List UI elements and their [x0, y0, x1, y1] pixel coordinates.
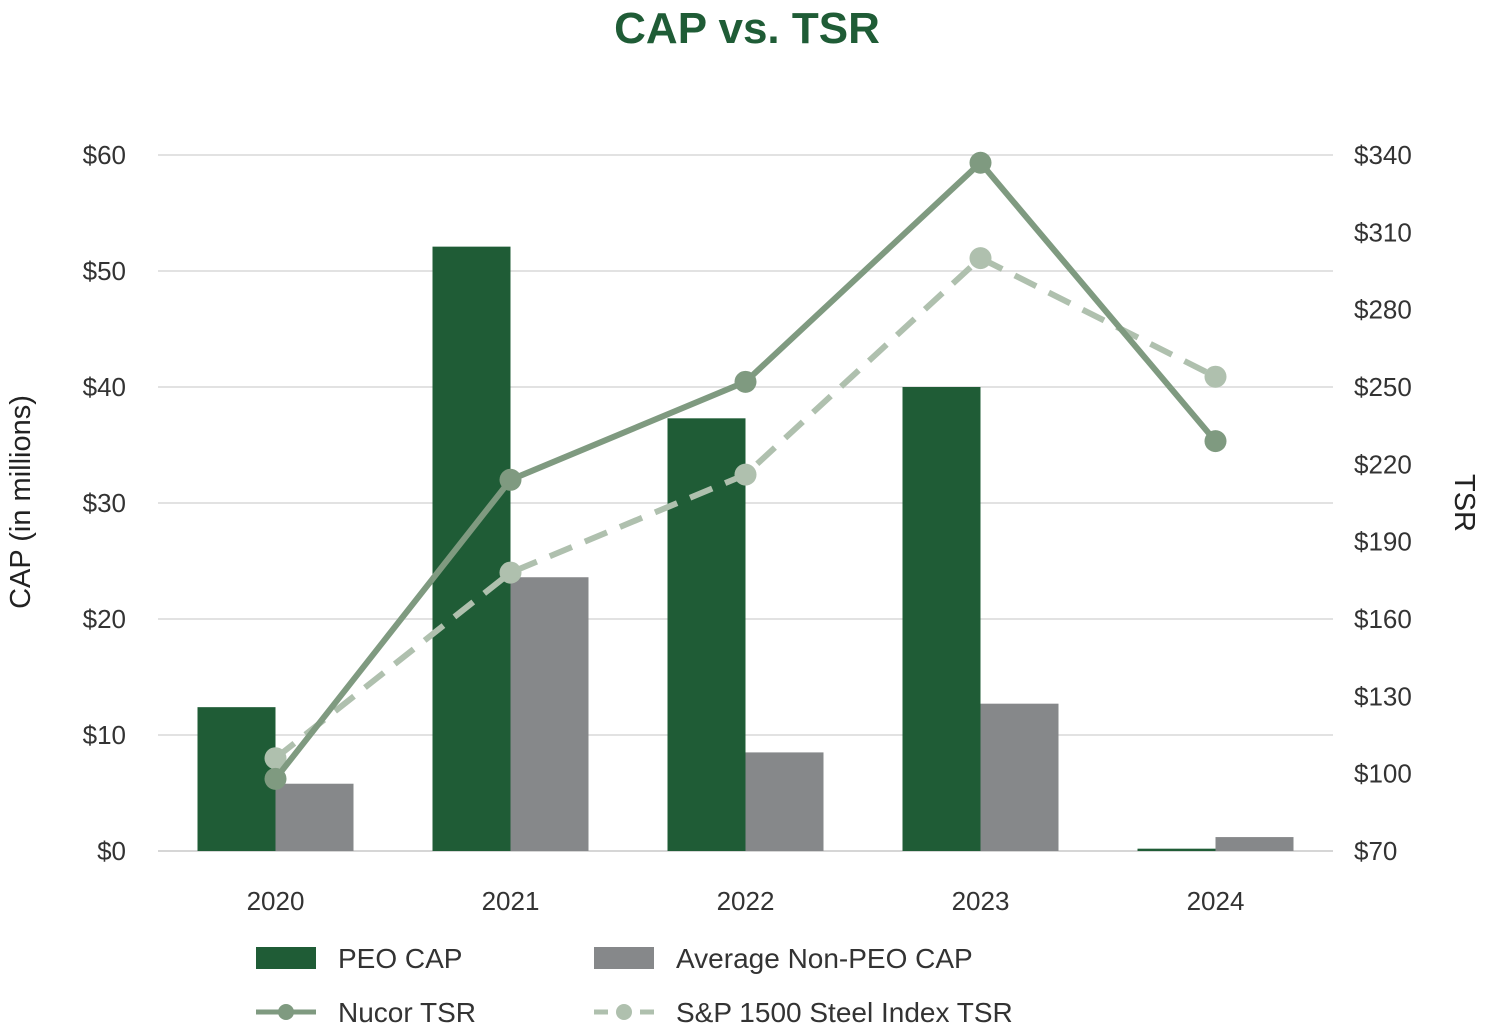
y-tick-label: $30 — [83, 488, 126, 518]
y-axis-label: CAP (in millions) — [5, 395, 37, 609]
y2-tick-label: $220 — [1354, 449, 1412, 479]
y-tick-label: $50 — [83, 256, 126, 286]
left-axis-ticks: $0 $10 $20 $30 $40 $50 $60 — [83, 140, 126, 866]
legend-swatch — [256, 947, 316, 969]
x-tick-label: 2020 — [247, 886, 305, 916]
y2-tick-label: $160 — [1354, 604, 1412, 634]
bars — [197, 246, 1294, 851]
y2-tick-label: $310 — [1354, 217, 1412, 247]
nucor-tsr-point — [734, 370, 757, 393]
x-tick-label: 2024 — [1187, 886, 1245, 916]
y-tick-label: $0 — [97, 836, 126, 866]
legend-nucor-tsr: Nucor TSR — [256, 997, 476, 1028]
nucor-tsr-point — [499, 468, 522, 491]
y-tick-label: $20 — [83, 604, 126, 634]
sp1500-steel-tsr-point — [499, 561, 522, 584]
y2-tick-label: $130 — [1354, 681, 1412, 711]
nucor-tsr-point — [969, 151, 992, 174]
y2-tick-label: $190 — [1354, 527, 1412, 557]
y2-axis-label: TSR — [1448, 474, 1480, 532]
peo-cap-bar — [1137, 848, 1216, 851]
sp1500-steel-tsr-point — [969, 247, 992, 270]
non-peo-cap-bar — [1215, 837, 1294, 851]
non-peo-cap-bar — [745, 752, 824, 851]
legend-label: Average Non-PEO CAP — [676, 943, 973, 974]
x-tick-label: 2021 — [482, 886, 540, 916]
y2-tick-label: $280 — [1354, 295, 1412, 325]
legend-label: PEO CAP — [338, 943, 462, 974]
non-peo-cap-bar — [510, 577, 589, 851]
legend-marker — [278, 1004, 294, 1020]
y-tick-label: $40 — [83, 372, 126, 402]
peo-cap-bar — [432, 246, 511, 851]
nucor-tsr-point — [1204, 430, 1227, 453]
chart-title: CAP vs. TSR — [614, 4, 880, 53]
y2-tick-label: $100 — [1354, 759, 1412, 789]
legend-swatch — [594, 947, 654, 969]
sp1500-steel-tsr-point — [734, 463, 757, 486]
legend: PEO CAP Average Non-PEO CAP Nucor TSR S&P 1… — [256, 943, 1013, 1028]
sp1500-steel-tsr-point — [1204, 365, 1227, 388]
y2-tick-label: $340 — [1354, 140, 1412, 170]
non-peo-cap-bar — [980, 703, 1059, 851]
y-tick-label: $10 — [83, 720, 126, 750]
non-peo-cap-bar — [275, 783, 354, 851]
legend-sp-tsr: S&P 1500 Steel Index TSR — [594, 997, 1013, 1028]
x-tick-label: 2023 — [952, 886, 1010, 916]
lines — [264, 151, 1227, 790]
legend-label: S&P 1500 Steel Index TSR — [676, 997, 1013, 1028]
legend-peo-cap: PEO CAP — [256, 943, 462, 974]
peo-cap-bar — [667, 418, 746, 851]
y2-tick-label: $250 — [1354, 372, 1412, 402]
x-tick-label: 2022 — [717, 886, 775, 916]
peo-cap-bar — [197, 707, 276, 851]
legend-non-peo-cap: Average Non-PEO CAP — [594, 943, 973, 974]
sp1500-steel-tsr-point — [264, 747, 287, 770]
x-axis-ticks: 2020 2021 2022 2023 2024 — [247, 886, 1245, 916]
peo-cap-bar — [902, 387, 981, 851]
legend-label: Nucor TSR — [338, 997, 476, 1028]
right-axis-ticks: $70 $100 $130 $160 $190 $220 $250 $280 $310 $340 — [1354, 140, 1412, 866]
y2-tick-label: $70 — [1354, 836, 1397, 866]
y-tick-label: $60 — [83, 140, 126, 170]
legend-marker — [616, 1004, 632, 1020]
nucor-tsr-point — [264, 767, 287, 790]
